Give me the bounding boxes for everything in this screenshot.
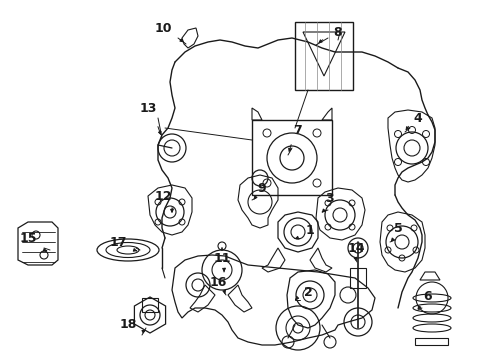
- Text: 16: 16: [209, 275, 226, 288]
- Text: 5: 5: [393, 221, 402, 234]
- Text: 7: 7: [293, 123, 302, 136]
- Text: 10: 10: [154, 22, 171, 35]
- Text: 8: 8: [333, 26, 342, 39]
- Text: 4: 4: [413, 112, 422, 125]
- Text: 11: 11: [213, 252, 230, 265]
- Bar: [142, 298, 158, 312]
- Text: 6: 6: [423, 289, 431, 302]
- Text: 12: 12: [154, 189, 171, 202]
- Bar: [349, 268, 365, 288]
- Text: 3: 3: [325, 192, 334, 204]
- Text: 18: 18: [119, 319, 137, 332]
- Text: 2: 2: [303, 285, 312, 298]
- Text: 14: 14: [346, 242, 364, 255]
- Text: 9: 9: [257, 181, 266, 194]
- Bar: [251, 120, 331, 195]
- Text: 13: 13: [139, 102, 156, 114]
- Text: 1: 1: [305, 224, 314, 237]
- Text: 15: 15: [19, 231, 37, 244]
- Bar: [294, 22, 352, 90]
- Text: 17: 17: [109, 235, 126, 248]
